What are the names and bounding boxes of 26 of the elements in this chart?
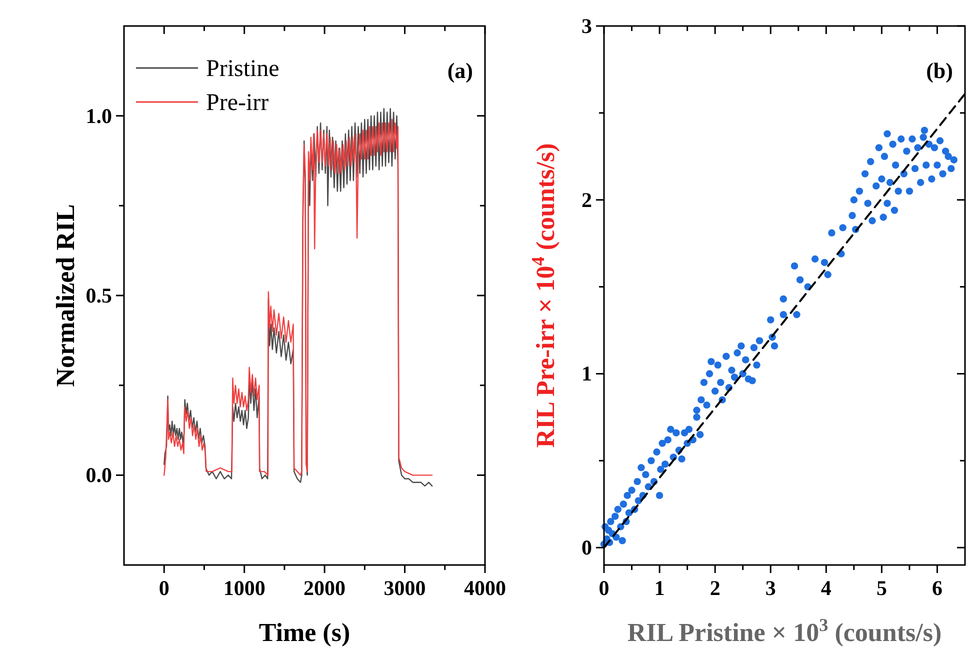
legend-label: Pristine: [206, 56, 280, 82]
y-tick-label: 3: [582, 14, 592, 38]
y-tick-label: 0: [582, 536, 592, 560]
annotation: (b): [926, 58, 953, 83]
x-tick-label: 3: [765, 576, 776, 600]
x-tick-label: 1: [654, 576, 665, 600]
x-tick-label: 5: [876, 576, 887, 600]
x-tick-label: 1000: [223, 576, 266, 600]
legend-label: Pre-irr: [206, 90, 269, 116]
y-tick-label: 0.5: [86, 284, 112, 308]
x-axis-title: Time (s): [258, 618, 350, 647]
x-tick-label: 6: [932, 576, 942, 600]
y-tick-label: 0.0: [86, 463, 112, 488]
y-tick-label: 1.0: [86, 104, 112, 128]
y-tick-label: 2: [582, 188, 592, 212]
x-tick-label: 2000: [304, 576, 346, 600]
x-tick-label: 0: [158, 576, 170, 600]
y-tick-label: 1: [582, 362, 592, 386]
annotation: (a): [447, 58, 473, 83]
x-tick-label: 3000: [384, 576, 426, 600]
y-axis-title: Normalized RIL: [51, 204, 80, 387]
x-tick-label: 4000: [464, 576, 506, 600]
x-axis-title: RIL Pristine × 10$^{3}$ (counts/s): [627, 615, 942, 647]
x-tick-label: 4: [820, 576, 832, 600]
x-tick-label: 2: [710, 576, 720, 600]
x-tick-label: 0: [598, 576, 610, 600]
